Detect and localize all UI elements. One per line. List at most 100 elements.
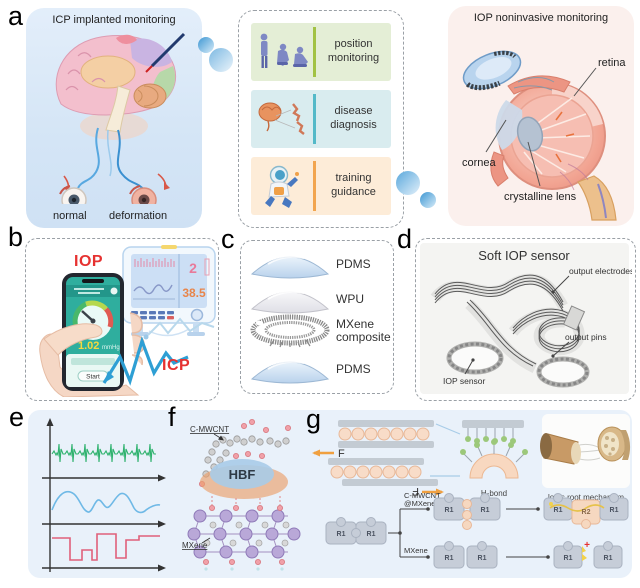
red-square-trace (52, 533, 160, 561)
panel-a-label: a (8, 1, 24, 31)
svg-text:R1: R1 (445, 507, 454, 514)
output-electrodes-label: output electrodes (569, 266, 632, 276)
applications-box: position monitoring disease diagnosis (238, 10, 404, 228)
phone-reading: 1.02 (78, 340, 99, 352)
monitor-value-bottom: 38.5 (182, 286, 206, 300)
icp-monitoring-box: ICP implanted monitoring (26, 8, 202, 228)
optic-nerve (577, 175, 617, 221)
cornea-shape (495, 100, 523, 150)
puzzle-pair-composite: R1 R1 (433, 493, 501, 530)
wpu-dome-icon (250, 290, 330, 314)
svg-text:F: F (338, 448, 345, 460)
h-bond-label: H-bond (481, 489, 507, 498)
force-arrow-left: F (312, 448, 345, 460)
icp-text-label: ICP (162, 357, 191, 374)
panel-e-label: e (9, 402, 25, 432)
brain-stem (105, 85, 131, 133)
mxene-lattice (187, 505, 301, 571)
layer-label: PDMS (336, 256, 371, 271)
connector-dots-left (198, 37, 233, 72)
blue-smooth-trace (51, 490, 161, 514)
layered-stack-bottom (328, 458, 438, 486)
puzzle-flow: R1 R1 C-MWCNT @MXene MXene (325, 491, 629, 569)
h-bond-detail: H-bond (460, 420, 528, 498)
brain-inner (80, 55, 136, 89)
svg-text:R1: R1 (604, 555, 613, 562)
puzzle-pair-fractured: R1 R1 + (553, 540, 623, 569)
output-pins-label: output pins (565, 332, 607, 342)
layer-row-pdms-top: PDMS (244, 247, 390, 281)
panel-d-label: d (397, 224, 413, 254)
position-monitoring-illustration (260, 33, 308, 68)
puzzle-pair-mxene: R1 R1 (433, 541, 498, 569)
card-divider (313, 161, 316, 211)
contact-lens-sensor (462, 50, 522, 91)
fracture-spark (581, 546, 587, 561)
connector-dots-right (396, 171, 436, 208)
hbf-region (210, 459, 274, 489)
training-guidance-illustration (265, 165, 299, 208)
puzzle-trio-healed: R1 R2 R1 (543, 493, 629, 529)
crystalline-lens-label: crystalline lens (504, 191, 577, 203)
svg-text:R1: R1 (445, 555, 454, 562)
cornea-label: cornea (462, 157, 497, 169)
application-card-position: position monitoring (251, 23, 391, 81)
panel-b-label: b (8, 222, 24, 252)
application-card-training: training guidance (251, 157, 391, 215)
lotus-root-label: lotus root mechanism (548, 493, 624, 502)
application-label-training: training guidance (331, 172, 376, 198)
iop-sensor-label: IOP sensor (443, 376, 486, 386)
iop-title: IOP noninvasive monitoring (473, 12, 609, 24)
zonule-fibers (523, 97, 591, 175)
layer-label: PDMS (336, 361, 371, 376)
application-card-disease: disease diagnosis (251, 90, 391, 148)
svg-text:R1: R1 (367, 531, 376, 538)
eye-anatomy-illustration: retina cornea crystalline lens (462, 50, 626, 221)
eye-normal-illustration (59, 185, 87, 204)
panel-f-label: f (168, 402, 176, 432)
application-label-disease: disease diagnosis (330, 105, 377, 131)
phone-in-hand-illustration: 1.02 mmHg Start (39, 273, 145, 397)
connector-pad (562, 305, 586, 331)
layer-row-wpu: WPU (244, 282, 390, 316)
retina-label: retina (598, 57, 626, 69)
application-label-position: position monitoring (327, 38, 380, 64)
branch-bottom-label: MXene (404, 546, 428, 555)
svg-text:R1: R1 (564, 555, 573, 562)
sliding-mechanism-diagram: F F (312, 414, 631, 569)
iop-monitoring-box: IOP noninvasive monitoring (448, 6, 634, 226)
icp-monitor-illustration: 2 38.5 (122, 245, 216, 337)
mxene-composite-ring-icon (250, 314, 330, 348)
eye-normal-label: normal (53, 210, 87, 222)
mechanism-row-box (28, 410, 632, 578)
brain-lobe-purple (130, 38, 172, 67)
signal-waveforms-plot (42, 418, 166, 572)
svg-text:R1: R1 (554, 507, 563, 514)
icp-title: ICP implanted monitoring (52, 14, 176, 26)
fluid-line-right (116, 129, 145, 191)
layer-row-pdms-bottom: PDMS (244, 352, 390, 386)
wireless-readout-box: 2 38.5 IOP (25, 238, 219, 401)
phone-reading-unit: mmHg (102, 345, 120, 351)
lotus-root-photo: lotus root mechanism (540, 414, 631, 502)
pdms-dome-icon (250, 360, 330, 384)
hbf-molecular-diagram: HBF (182, 419, 301, 571)
pdms-dome-icon (250, 255, 330, 279)
force-arrow-right: F (412, 485, 444, 497)
branch-top-label: C-MWCNT (404, 491, 441, 500)
puzzle-pair-joined: R1 R1 (325, 517, 387, 545)
svg-text:R2: R2 (582, 509, 591, 516)
eye-deformation-illustration (129, 185, 157, 204)
layer-label: WPU (336, 291, 364, 306)
disease-diagnosis-illustration (258, 102, 305, 135)
soft-sensor-photo: Soft IOP sensor (420, 243, 632, 394)
card-divider (313, 94, 316, 144)
layered-stack-top (338, 420, 434, 448)
soft-sensor-box: Soft IOP sensor (415, 238, 636, 401)
hbf-label: HBF (229, 467, 256, 482)
eye-deformation-label: deformation (109, 210, 168, 222)
ribbon-traces (434, 274, 580, 367)
svg-text:F: F (412, 485, 419, 497)
fracture-plus: + (584, 540, 590, 551)
